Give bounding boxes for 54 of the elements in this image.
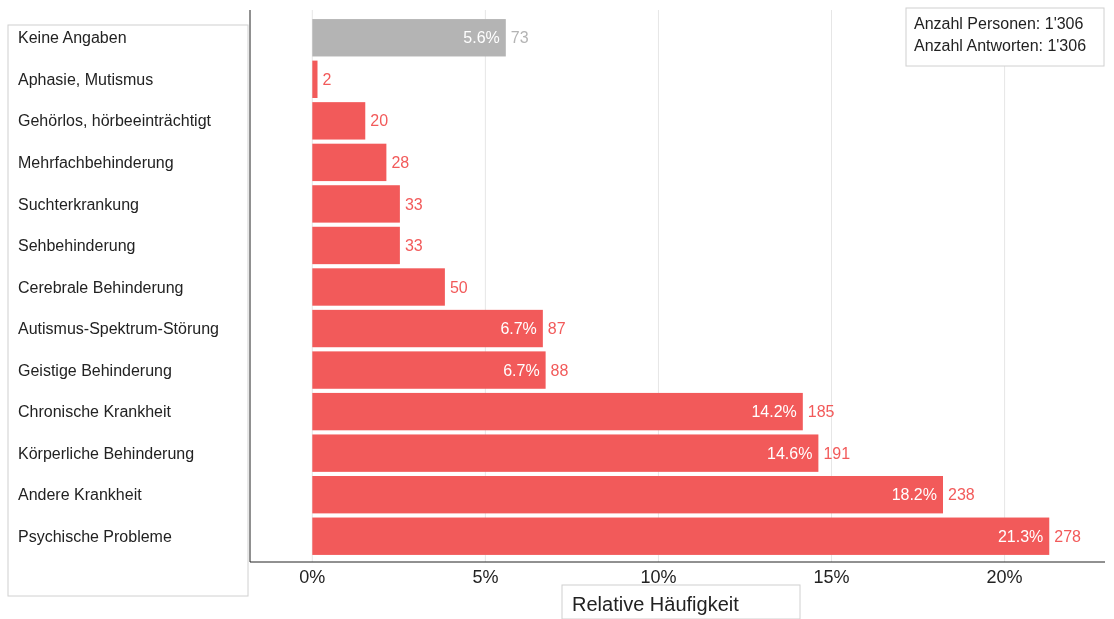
y-tick-label: Psychische Probleme (18, 527, 172, 545)
y-tick-label: Mehrfachbehinderung (18, 153, 174, 171)
bar (312, 392, 803, 431)
annotation: 87 (547, 320, 566, 338)
annotation: 73 (510, 29, 529, 47)
annotation: 2 (322, 70, 332, 88)
y-tick-label: Geistige Behinderung (18, 361, 172, 379)
bar (312, 309, 543, 348)
data-label: 14.2% (751, 403, 797, 421)
bar (312, 102, 366, 140)
data-label: 18.2% (891, 486, 937, 504)
annotation: 191 (823, 444, 851, 462)
y-tick-label: Suchterkrankung (18, 195, 139, 213)
annotation: 50 (449, 278, 468, 296)
annotation: 278 (1054, 527, 1082, 545)
annotation: 20 (370, 112, 389, 130)
annotation: 238 (948, 486, 975, 504)
data-label: 21.3% (997, 527, 1044, 545)
bar (312, 434, 819, 472)
y-tick-label: Andere Krankheit (18, 486, 143, 504)
bar (312, 226, 400, 265)
bar (312, 517, 1050, 555)
bar (312, 351, 546, 389)
annotation: 33 (404, 195, 423, 213)
data-label: 6.7% (500, 320, 537, 338)
bar (312, 268, 445, 306)
bar (312, 60, 318, 98)
x-axis-title: Relative Häufigkeit (572, 593, 740, 615)
annotation: 88 (550, 361, 569, 379)
y-tick-label: Sehbehinderung (18, 237, 136, 255)
annotation: 33 (404, 237, 423, 255)
y-tick-label: Aphasie, Mutismus (18, 70, 154, 88)
x-tick-label: 20% (986, 567, 1023, 587)
x-tick-label: 15% (813, 567, 850, 587)
annotation: 28 (391, 153, 410, 171)
bar (312, 185, 400, 223)
x-tick-label: 10% (640, 567, 677, 587)
data-label: 5.6% (463, 29, 500, 47)
y-tick-label: Autismus-Spektrum-Störung (18, 320, 219, 338)
y-tick-label: Chronische Krankheit (18, 403, 172, 421)
data-label: 14.6% (767, 444, 813, 462)
x-tick-label: 0% (299, 567, 326, 587)
x-tick-label: 5% (472, 567, 499, 587)
y-tick-label: Keine Angaben (18, 29, 127, 47)
annotation: Anzahl Antworten: 1'306 (914, 37, 1087, 54)
y-tick-label: Cerebrale Behinderung (18, 278, 184, 296)
bar (312, 19, 506, 57)
y-tick-label: Gehörlos, hörbeeinträchtigt (18, 112, 212, 130)
bar (312, 143, 387, 182)
annotation: 185 (807, 403, 835, 421)
data-label: 6.7% (503, 361, 540, 379)
annotation: Anzahl Personen: 1'306 (914, 15, 1084, 32)
bar (312, 476, 943, 514)
y-tick-label: Körperliche Behinderung (18, 444, 195, 462)
